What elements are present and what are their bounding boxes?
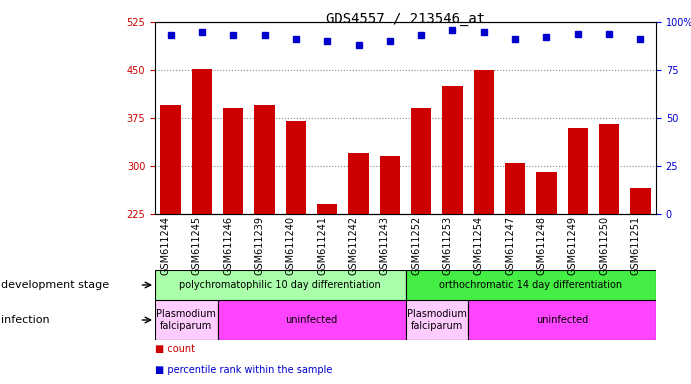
Text: polychromatophilic 10 day differentiation: polychromatophilic 10 day differentiatio… [180,280,381,290]
Text: GSM611240: GSM611240 [286,216,296,275]
Text: GSM611251: GSM611251 [630,216,641,275]
Bar [406,300,468,340]
Bar [254,105,275,214]
Text: development stage: development stage [1,280,109,290]
Text: GSM611249: GSM611249 [568,216,578,275]
Bar [160,105,181,214]
Text: GSM611244: GSM611244 [160,216,171,275]
Bar [406,270,656,300]
Bar [348,153,369,214]
Bar [505,163,525,214]
Text: orthochromatic 14 day differentiation: orthochromatic 14 day differentiation [439,280,623,290]
Text: Plasmodium
falciparum: Plasmodium falciparum [407,309,466,331]
Bar [192,69,212,214]
Text: GSM611250: GSM611250 [599,216,609,275]
Text: GSM611254: GSM611254 [474,216,484,275]
Bar [442,86,463,214]
Text: ■ count: ■ count [155,344,195,354]
Bar [567,127,588,214]
Bar [411,108,431,214]
Text: GSM611241: GSM611241 [317,216,328,275]
Text: GSM611253: GSM611253 [442,216,453,275]
Bar [155,300,218,340]
Text: GSM611246: GSM611246 [223,216,234,275]
Text: uninfected: uninfected [536,315,588,325]
Text: GDS4557 / 213546_at: GDS4557 / 213546_at [326,12,485,25]
Text: GSM611247: GSM611247 [505,216,515,275]
Bar [599,124,619,214]
Bar [286,121,306,214]
Bar [468,300,656,340]
Text: GSM611239: GSM611239 [254,216,265,275]
Bar [536,172,556,214]
Text: uninfected: uninfected [285,315,338,325]
Bar [473,70,494,214]
Text: Plasmodium
falciparum: Plasmodium falciparum [156,309,216,331]
Text: infection: infection [1,315,50,325]
Bar [317,204,337,214]
Bar [379,156,400,214]
Bar [630,189,650,214]
Bar [223,108,243,214]
Text: ■ percentile rank within the sample: ■ percentile rank within the sample [155,365,332,375]
Text: GSM611243: GSM611243 [380,216,390,275]
Text: GSM611245: GSM611245 [192,216,202,275]
Bar [155,270,406,300]
Bar [218,300,406,340]
Text: GSM611252: GSM611252 [411,216,421,275]
Text: GSM611248: GSM611248 [536,216,547,275]
Text: GSM611242: GSM611242 [348,216,359,275]
